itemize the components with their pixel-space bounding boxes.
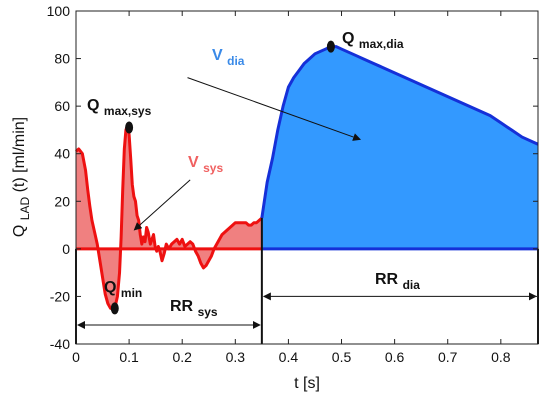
svg-text:V dia: V dia [212, 47, 245, 68]
annotation-v-dia: V dia [212, 47, 245, 68]
q-max-sys-sub: max,sys [104, 104, 152, 118]
q-max-dia-marker [326, 40, 335, 53]
svg-text:Q min: Q min [104, 279, 142, 300]
svg-text:RR sys: RR sys [170, 298, 218, 319]
diastolic-line [260, 45, 539, 219]
x-axis: 0 0.1 0.2 0.3 0.4 0.5 0.6 0.7 0.8 [72, 11, 511, 365]
y-axis-label: Q LAD (t) [ml/min] [11, 117, 33, 237]
y-tick-label: 60 [54, 98, 70, 114]
y-tick-label: 100 [47, 3, 71, 19]
q-max-sys-main: Q [87, 97, 99, 114]
q-max-dia-sub: max,dia [359, 37, 404, 51]
y-tick-label: 40 [54, 146, 70, 162]
annotation-v-sys: V sys [188, 154, 223, 175]
q-min-main: Q [104, 279, 116, 296]
v-sys-main: V [188, 154, 199, 171]
y-axis: -40 -20 0 20 40 60 80 100 [47, 3, 538, 352]
v-dia-sub: dia [227, 54, 245, 68]
svg-text:Q max,dia: Q max,dia [342, 30, 404, 51]
annotation-rr-sys: RR sys [170, 298, 218, 319]
x-tick-label: 0.1 [119, 349, 139, 365]
x-tick-label: 0.3 [226, 349, 246, 365]
y-tick-label: 20 [54, 193, 70, 209]
x-tick-label: 0.6 [385, 349, 405, 365]
y-label-suffix: (t) [ml/min] [11, 117, 28, 193]
x-tick-label: 0 [72, 349, 80, 365]
v-dia-main: V [212, 47, 223, 64]
v-sys-sub: sys [203, 161, 223, 175]
v-sys-arrow [133, 179, 191, 231]
annotation-q-min: Q min [104, 279, 142, 300]
x-tick-label: 0.2 [172, 349, 192, 365]
x-tick-label: 0.5 [332, 349, 352, 365]
y-label-prefix: Q [11, 225, 28, 237]
rr-sys-main: RR [170, 298, 194, 315]
annotation-rr-dia: RR dia [375, 271, 420, 292]
rr-dia-sub: dia [403, 278, 421, 292]
diastolic-area [261, 46, 538, 249]
y-tick-label: 0 [62, 241, 70, 257]
y-tick-label: 80 [54, 51, 70, 67]
q-min-sub: min [121, 286, 142, 300]
annotation-q-max-dia: Q max,dia [342, 30, 404, 51]
x-tick-label: 0.8 [491, 349, 511, 365]
plot-area [74, 10, 539, 345]
q-max-dia-main: Q [342, 30, 354, 47]
annotation-q-max-sys: Q max,sys [87, 97, 152, 118]
x-tick-label: 0.4 [279, 349, 299, 365]
rr-sys-sub: sys [198, 305, 218, 319]
y-tick-label: -20 [50, 288, 70, 304]
svg-text:Q max,sys: Q max,sys [87, 97, 152, 118]
x-tick-label: 0.7 [438, 349, 458, 365]
svg-text:RR dia: RR dia [375, 271, 420, 292]
y-tick-label: -40 [50, 336, 70, 352]
q-min-marker [110, 302, 119, 315]
svg-text:Q LAD (t) [ml: Q LAD (t) [ml/min] [11, 117, 33, 237]
x-axis-label: t [s] [294, 375, 320, 392]
y-label-sub: LAD [18, 197, 32, 221]
plot-frame [75, 10, 539, 345]
svg-text:V sys: V sys [188, 154, 223, 175]
rr-dia-main: RR [375, 271, 399, 288]
q-max-sys-marker [125, 121, 134, 134]
v-dia-arrow [187, 77, 362, 141]
